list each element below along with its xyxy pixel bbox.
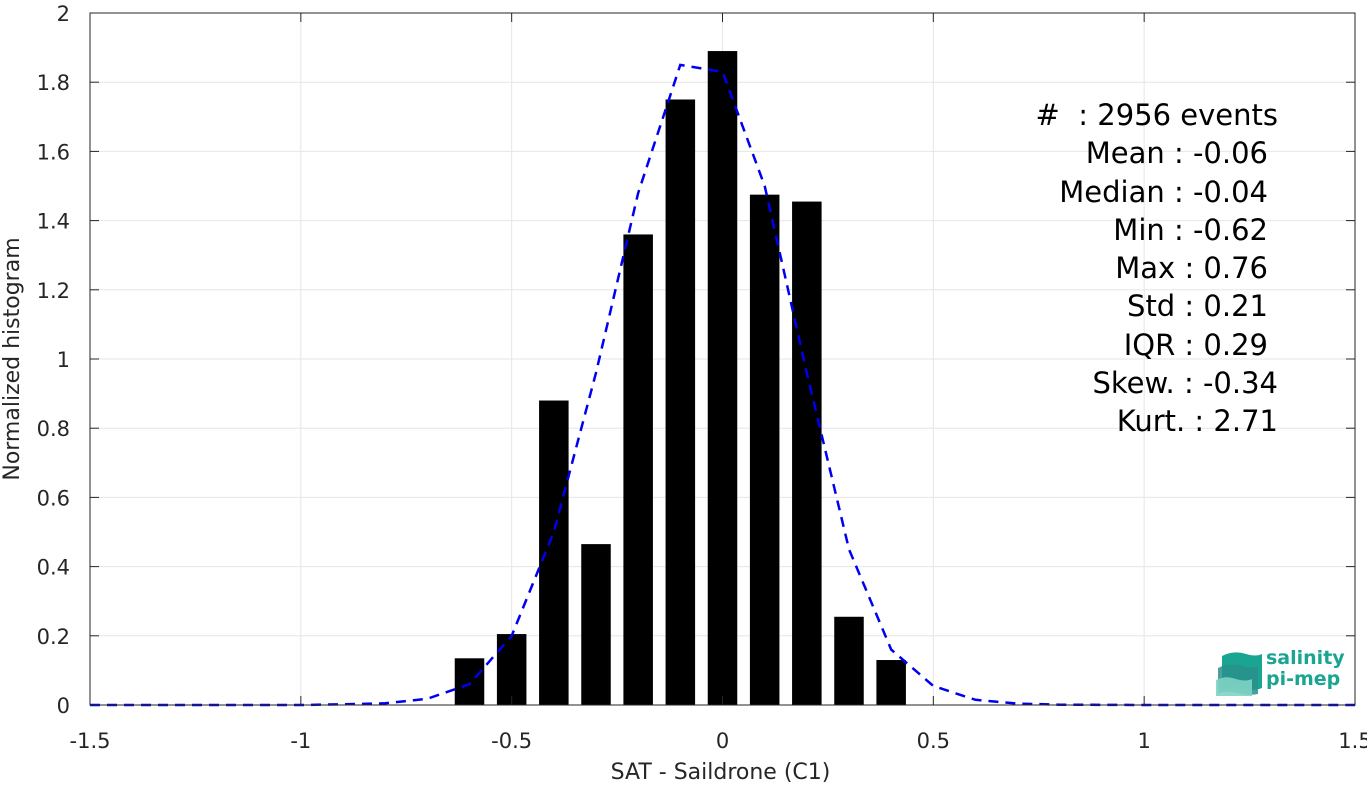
fit-curve — [90, 63, 1355, 707]
y-tick-label-8: 1.6 — [37, 140, 70, 164]
x-axis: -1.5 -1 -0.5 0 0.5 1 1.5 — [70, 13, 1367, 753]
x-tick-label-2: -0.5 — [491, 729, 532, 753]
y-tick-label-3: 0.6 — [37, 486, 70, 510]
logo-line-pimep: pi-mep — [1266, 668, 1341, 690]
logo-line-salinity: salinity — [1266, 647, 1345, 669]
y-tick-label-9: 1.8 — [37, 71, 70, 95]
y-axis-label: Normalized histogram — [0, 237, 25, 480]
x-tick-label-6: 1.5 — [1338, 729, 1367, 753]
stat-skew: Skew. : -0.34 — [1092, 366, 1278, 401]
histogram-bar-2 — [539, 400, 569, 705]
waves-logo-icon — [1216, 652, 1262, 696]
stat-kurt: Kurt. : 2.71 — [1116, 404, 1278, 439]
y-tick-label-2: 0.4 — [37, 556, 70, 580]
y-tick-label-0: 0 — [57, 694, 70, 718]
x-tick-label-3: 0 — [716, 729, 729, 753]
y-tick-label-6: 1.2 — [37, 279, 70, 303]
x-tick-label-0: -1.5 — [70, 729, 111, 753]
y-tick-label-1: 0.2 — [37, 625, 70, 649]
histogram-bar-1 — [496, 634, 527, 705]
stat-min: Min : -0.62 — [1113, 212, 1268, 247]
x-tick-label-4: 0.5 — [917, 729, 950, 753]
x-tick-label-5: 1 — [1137, 729, 1150, 753]
histogram-bar-0 — [454, 658, 485, 705]
stat-median: Median : -0.04 — [1059, 174, 1268, 209]
y-tick-label-10: 2 — [57, 2, 70, 26]
histogram-bar-5 — [665, 99, 696, 705]
histogram-bar-4 — [623, 234, 653, 705]
histogram-bar-9 — [834, 616, 864, 705]
y-axis: 0 0.2 0.4 0.6 0.8 1 1.2 1.4 1.6 1.8 2 — [37, 2, 1355, 718]
y-tick-label-7: 1.4 — [37, 210, 70, 234]
histogram-bar-8 — [792, 201, 822, 705]
stat-count: # : 2956 events — [1035, 98, 1278, 132]
histogram-bar-7 — [749, 194, 780, 705]
histogram-bar-3 — [581, 544, 611, 705]
y-tick-label-4: 0.8 — [37, 417, 70, 441]
histogram-bar-10 — [876, 660, 906, 705]
stat-std: Std : 0.21 — [1127, 289, 1268, 324]
salinity-pimep-logo: salinity pi-mep — [1216, 646, 1346, 696]
logo-text: salinity pi-mep — [1266, 648, 1345, 690]
histogram-bars — [454, 51, 906, 706]
statistics-annotation: # : 2956 events Mean : -0.06 Median : -0… — [930, 96, 1280, 441]
stat-mean: Mean : -0.06 — [1085, 136, 1268, 171]
stat-iqr: IQR : 0.29 — [1123, 327, 1268, 362]
x-tick-label-1: -1 — [290, 729, 311, 753]
y-tick-label-5: 1 — [57, 348, 70, 372]
histogram-bar-6 — [707, 51, 738, 706]
x-axis-label: SAT - Saildrone (C1) — [611, 760, 831, 785]
stat-max: Max : 0.76 — [1115, 251, 1268, 286]
